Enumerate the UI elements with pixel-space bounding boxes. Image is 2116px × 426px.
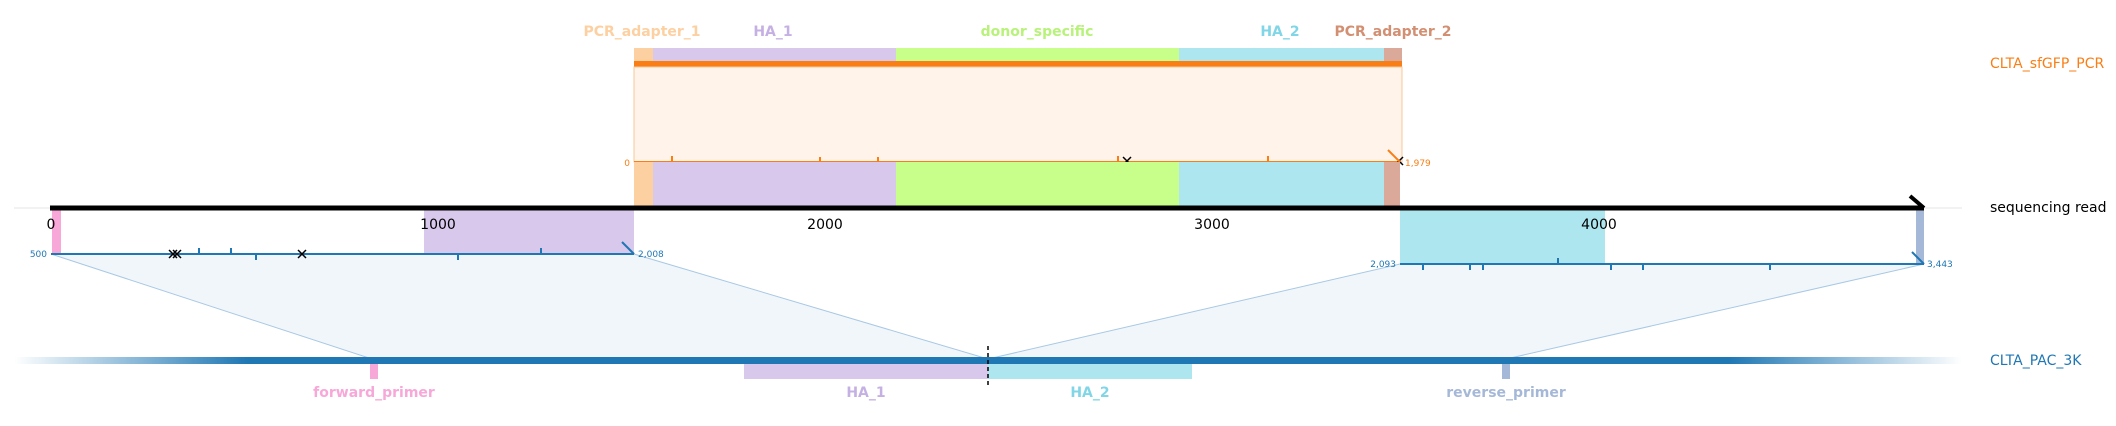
ha-1-bottom-box [744, 364, 988, 379]
ha-2-read-block [1400, 208, 1605, 264]
ha-2-bottom-box [988, 364, 1192, 379]
feature-label-pcr-adapter-1: PCR_adapter_1 [583, 24, 700, 40]
ha-1-read-block [424, 208, 634, 254]
left-alignment-arrow [621, 241, 635, 255]
track-labels: CLTA_sfGFP_PCR sequencing read CLTA_PAC_… [1990, 56, 2106, 369]
feature-label-ha-2-bottom: HA_2 [1070, 385, 1109, 401]
feature-label-ha-2-top: HA_2 [1260, 24, 1299, 40]
left-alignment-end-label: 2,008 [638, 250, 664, 260]
pcr-projection [633, 66, 1403, 163]
left-alignment-start-label: 500 [30, 250, 47, 260]
donor-specific-projection [896, 162, 1179, 207]
pcr-adapter-1-projection [634, 162, 653, 207]
bottom-feature-labels: forward_primer HA_1 HA_2 reverse_primer [313, 385, 1566, 401]
pac-reference [14, 346, 1962, 386]
track-label-read: sequencing read [1990, 200, 2106, 216]
top-feature-labels: PCR_adapter_1 HA_1 donor_specific HA_2 P… [583, 24, 1451, 40]
feature-label-forward-primer: forward_primer [313, 385, 435, 401]
right-alignment-end-label: 3,443 [1927, 260, 1953, 270]
donor-specific-box [896, 48, 1179, 62]
left-deletion-marks [168, 249, 307, 259]
sequencing-read-arrow [1908, 194, 1926, 210]
feature-label-ha-1-top: HA_1 [753, 24, 792, 40]
left-mismatch-ticks [198, 248, 542, 260]
pcr-end-arrow [1387, 149, 1401, 163]
reverse-primer-read-block [1916, 208, 1924, 264]
right-alignment-projection [987, 263, 1925, 360]
pcr-region: 0 1,979 [624, 48, 1431, 207]
axis-tick-0: 0 [47, 217, 56, 233]
forward-primer-marker [370, 364, 378, 379]
pcr-adapter-1-box [634, 48, 653, 62]
reverse-primer-marker [1502, 364, 1510, 379]
right-alignment: 2,093 3,443 [987, 251, 1953, 360]
track-label-pac: CLTA_PAC_3K [1990, 353, 2082, 369]
right-alignment-arrow [1911, 251, 1925, 265]
read-axis: 0 1000 2000 3000 4000 [47, 217, 1617, 233]
pcr-reference-bar [634, 61, 1402, 67]
axis-tick-1000: 1000 [420, 217, 456, 233]
axis-tick-2000: 2000 [807, 217, 843, 233]
pcr-alignment-start-label: 0 [624, 159, 630, 169]
pcr-adapter-2-box [1384, 48, 1402, 62]
right-alignment-start-label: 2,093 [1370, 260, 1396, 270]
axis-tick-3000: 3000 [1194, 217, 1230, 233]
feature-label-ha-1-bottom: HA_1 [846, 385, 885, 401]
axis-tick-4000: 4000 [1581, 217, 1617, 233]
right-mismatch-ticks [1422, 258, 1771, 270]
feature-label-pcr-adapter-2: PCR_adapter_2 [1334, 24, 1451, 40]
track-label-pcr: CLTA_sfGFP_PCR [1990, 56, 2104, 72]
left-alignment-projection [50, 253, 989, 360]
forward-primer-read-block [52, 208, 61, 254]
ha-2-projection [1179, 162, 1384, 207]
left-alignment: 500 2,008 [30, 241, 989, 360]
ha-1-box-top [653, 48, 896, 62]
ha-2-box-top [1179, 48, 1384, 62]
ha-1-projection [653, 162, 896, 207]
feature-label-reverse-primer: reverse_primer [1446, 385, 1566, 401]
feature-label-donor-specific: donor_specific [981, 24, 1094, 40]
pcr-alignment-end-label: 1,979 [1405, 159, 1431, 169]
pcr-adapter-2-projection [1384, 162, 1400, 207]
